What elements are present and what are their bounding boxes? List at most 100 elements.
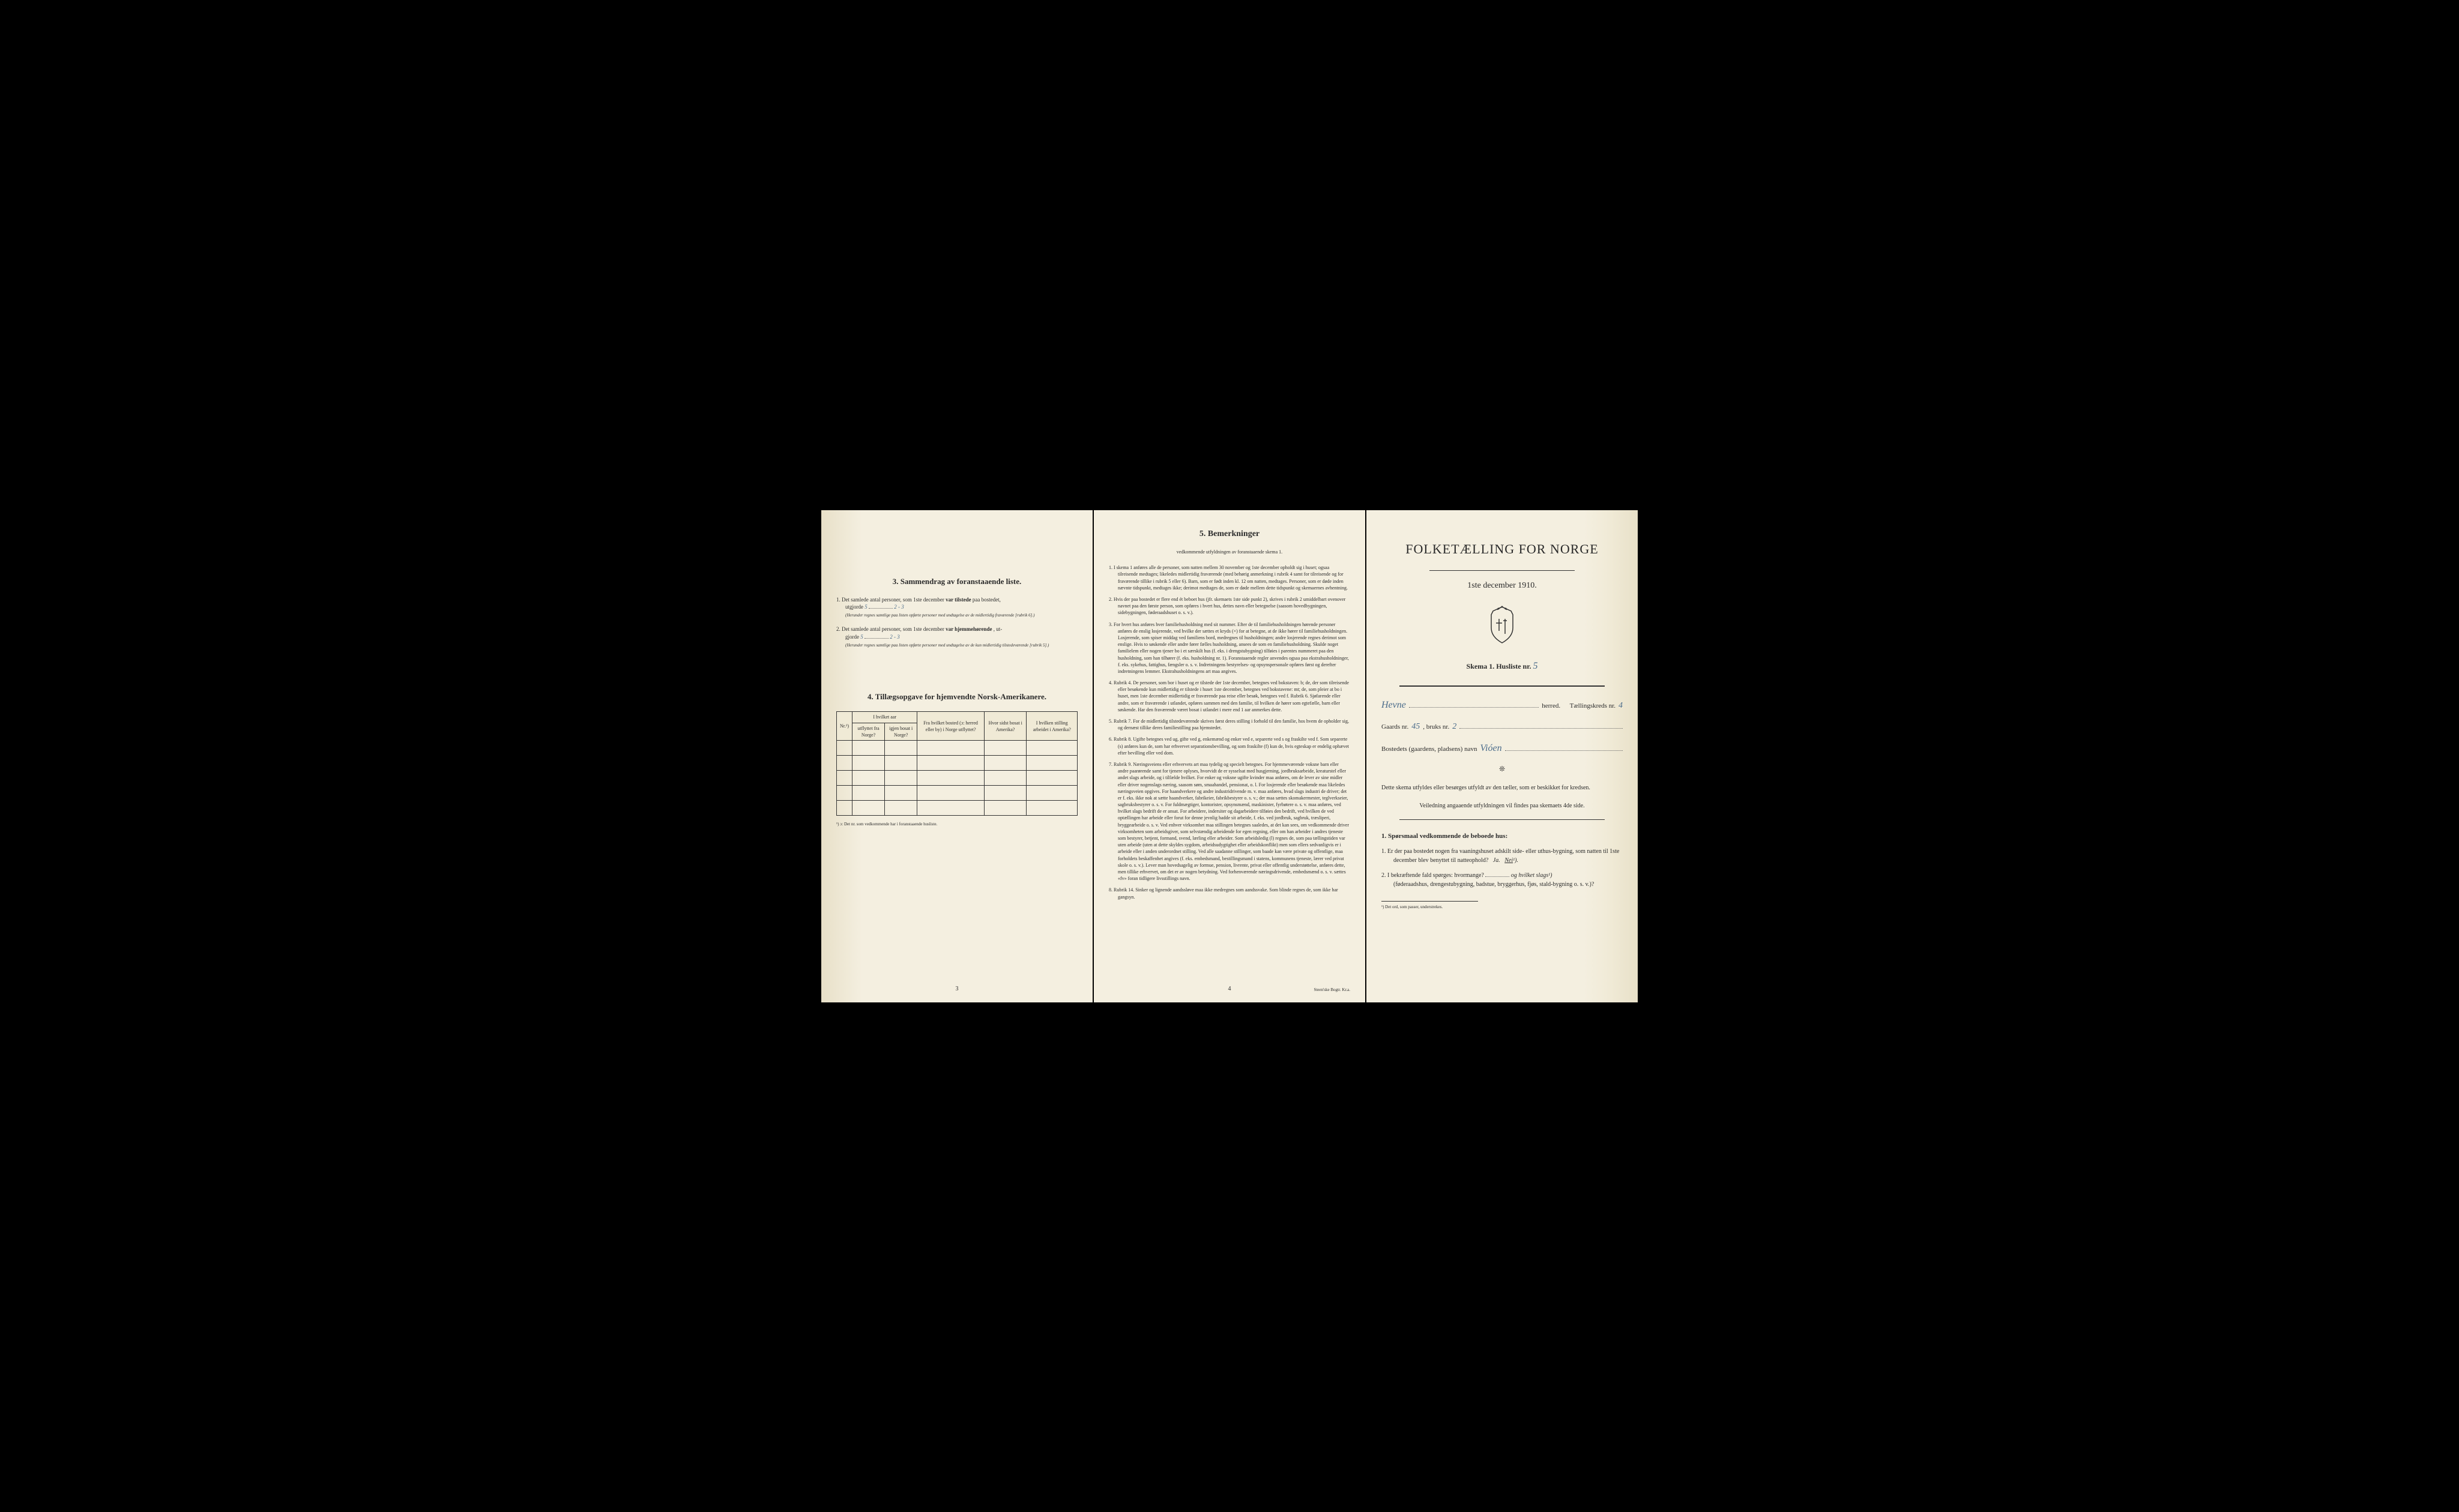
item1-note: (Herunder regnes samtlige paa listen opf…: [845, 613, 1034, 618]
table-row: [837, 741, 1078, 756]
remark-item: 5. Rubrik 7. For de midlertidig tilstede…: [1109, 718, 1350, 731]
skema-line: Skema 1. Husliste nr. 5: [1381, 660, 1623, 673]
remarks-title: 5. Bemerkninger: [1109, 528, 1350, 540]
gaards-value: 45: [1411, 721, 1420, 733]
remark-item: 4. Rubrik 4. De personer, som bor i huse…: [1109, 679, 1350, 713]
page-number: 4: [1228, 985, 1231, 993]
q1-answer: Ja. Nei¹).: [1493, 857, 1518, 864]
page-right: FOLKETÆLLING FOR NORGE 1ste december 191…: [1366, 510, 1638, 1002]
crest-icon: [1484, 604, 1520, 646]
bosted-label: Bostedets (gaardens, pladsens) navn: [1381, 745, 1477, 754]
remark-num: 6.: [1109, 736, 1112, 742]
american-table: Nr.¹) I hvilket aar Fra hvilket bosted (…: [836, 711, 1078, 816]
table-row: [837, 801, 1078, 816]
item1-bold: var tilstede: [946, 597, 971, 603]
page-left: 3. Sammendrag av foranstaaende liste. 1.…: [821, 510, 1093, 1002]
herred-line: Hevne herred. Tællingskreds nr. 4: [1381, 699, 1623, 712]
remark-item: 6. Rubrik 8. Ugifte betegnes ved ug, gif…: [1109, 736, 1350, 756]
remark-text: Rubrik 4. De personer, som bor i huset o…: [1114, 680, 1349, 712]
bruks-label: , bruks nr.: [1423, 723, 1449, 732]
herred-value: Hevne: [1381, 699, 1406, 712]
document-container: 3. Sammendrag av foranstaaende liste. 1.…: [809, 498, 1650, 1014]
remark-num: 4.: [1109, 680, 1112, 685]
item1-handwritten: 2 - 3: [894, 604, 904, 610]
question-1: 1. Er der paa bostedet nogen fra vaaning…: [1381, 847, 1623, 865]
question-section: 1. Spørsmaal vedkommende de beboede hus:…: [1381, 832, 1623, 889]
item2-line2: gjorde: [845, 634, 859, 640]
item2-bold: var hjemmehørende: [946, 626, 992, 632]
remark-num: 3.: [1109, 622, 1112, 627]
remark-text: Rubrik 14. Sinker og lignende aandssløve…: [1114, 887, 1338, 899]
q2-suffix: (føderaadshus, drengestubygning, badstue…: [1393, 881, 1594, 888]
remark-text: Hvis der paa bostedet er flere end ét be…: [1114, 597, 1345, 615]
remark-item: 3. For hvert hus anføres hver familiehus…: [1109, 621, 1350, 675]
bosted-line: Bostedets (gaardens, pladsens) navn Vióe…: [1381, 742, 1623, 755]
item2-suffix: , ut-: [994, 626, 1003, 632]
summary-item-2: 2. Det samlede antal personer, som 1ste …: [836, 625, 1078, 648]
page3-footnote: ¹) Det ord, som passer, understrekes.: [1381, 905, 1623, 910]
bosted-value: Vióen: [1480, 742, 1501, 755]
dotted-line: [1485, 876, 1509, 877]
table-row: [837, 771, 1078, 786]
coat-of-arms: [1381, 604, 1623, 648]
section-3-title: 3. Sammendrag av foranstaaende liste.: [836, 576, 1078, 587]
remark-item: 8. Rubrik 14. Sinker og lignende aandssl…: [1109, 887, 1350, 900]
remark-num: 2.: [1109, 597, 1112, 602]
dotted-line: [869, 608, 893, 609]
remark-item: 1. I skema 1 anføres alle de personer, s…: [1109, 564, 1350, 591]
ornament-divider: ❊: [1381, 764, 1623, 774]
table-footnote: ¹) ɔ: Det nr. som vedkommende har i fora…: [836, 822, 1078, 827]
info-text-2: Veiledning angaaende utfyldningen vil fi…: [1381, 801, 1623, 810]
table-row: [837, 786, 1078, 801]
item2-note: (Herunder regnes samtlige paa listen opf…: [845, 643, 1049, 648]
item2-handwritten: 2 - 3: [890, 634, 900, 640]
census-date: 1ste december 1910.: [1381, 580, 1623, 592]
item1-num: 1.: [836, 597, 840, 603]
remarks-subtitle: vedkommende utfyldningen av foranstaaend…: [1109, 549, 1350, 555]
q2-mid: og hvilket slags¹): [1511, 872, 1552, 879]
th-emigrated: utflyttet fra Norge?: [852, 723, 885, 740]
item1-text: Det samlede antal personer, som 1ste dec…: [842, 597, 944, 603]
remark-item: 7. Rubrik 9. Næringsveiens eller erhverv…: [1109, 761, 1350, 882]
dotted-line: [1505, 750, 1623, 751]
bruks-value: 2: [1452, 721, 1456, 733]
main-title: FOLKETÆLLING FOR NORGE: [1381, 540, 1623, 559]
page-number: 3: [956, 985, 959, 993]
th-from: Fra hvilket bosted (ɔ: herred eller by) …: [917, 712, 985, 741]
q2-text: I bekræftende fald spørges: hvormange?: [1387, 872, 1484, 879]
kreds-value: 4: [1619, 700, 1623, 712]
gaards-label: Gaards nr.: [1381, 723, 1408, 732]
remark-text: Rubrik 9. Næringsveiens eller erhvervets…: [1114, 762, 1349, 881]
th-returned: igjen bosat i Norge?: [885, 723, 917, 740]
item2-num: 2.: [836, 626, 840, 632]
kreds-label: Tællingskreds nr.: [1570, 702, 1616, 711]
remark-num: 8.: [1109, 887, 1112, 893]
husliste-nr: 5: [1533, 661, 1537, 671]
table-row: [837, 756, 1078, 771]
printer-note: Steen'ske Bogtr. Kr.a.: [1314, 987, 1350, 993]
gaards-line: Gaards nr. 45 , bruks nr. 2: [1381, 721, 1623, 733]
remark-num: 1.: [1109, 565, 1112, 570]
section-4-title: 4. Tillægsopgave for hjemvendte Norsk-Am…: [836, 691, 1078, 702]
item2-value: 5: [860, 634, 863, 640]
th-nr: Nr.¹): [837, 712, 852, 741]
q1-num: 1.: [1381, 848, 1386, 855]
remark-text: Rubrik 8. Ugifte betegnes ved ug, gifte …: [1114, 736, 1349, 755]
item2-text: Det samlede antal personer, som 1ste dec…: [842, 626, 944, 632]
th-where: Hvor sidst bosat i Amerika?: [984, 712, 1027, 741]
page-middle: 5. Bemerkninger vedkommende utfyldningen…: [1094, 510, 1365, 1002]
th-year: I hvilket aar: [852, 712, 917, 723]
summary-item-1: 1. Det samlede antal personer, som 1ste …: [836, 596, 1078, 619]
remark-num: 5.: [1109, 718, 1112, 724]
item1-value: 5: [864, 604, 867, 610]
remark-text: I skema 1 anføres alle de personer, som …: [1114, 565, 1348, 591]
item1-suffix: paa bostedet,: [973, 597, 1001, 603]
remark-text: For hvert hus anføres hver familiehushol…: [1114, 622, 1349, 674]
dotted-line: [1459, 728, 1623, 729]
item1-line2: utgjorde: [845, 604, 863, 610]
skema-label: Skema 1. Husliste nr.: [1467, 662, 1531, 670]
remark-item: 2. Hvis der paa bostedet er flere end ét…: [1109, 596, 1350, 616]
remarks-list: 1. I skema 1 anføres alle de personer, s…: [1109, 564, 1350, 900]
remark-text: Rubrik 7. For de midlertidig tilstedevær…: [1114, 718, 1349, 730]
dotted-line: [864, 638, 889, 639]
